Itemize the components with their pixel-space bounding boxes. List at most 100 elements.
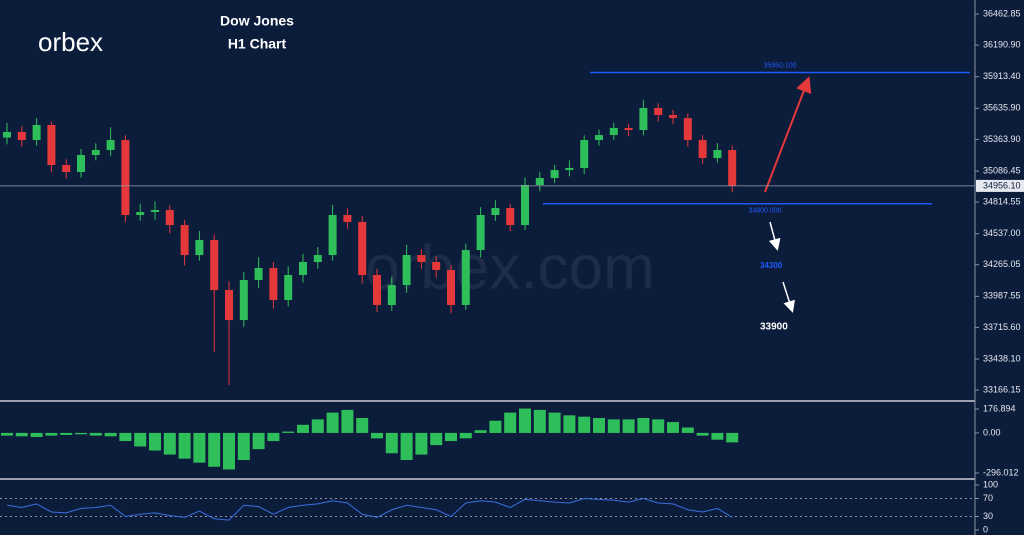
rsi-line xyxy=(6,497,733,521)
candle-body xyxy=(313,255,322,262)
y-tick-label: 36190.90 xyxy=(983,39,1021,49)
histogram-bar xyxy=(326,412,339,433)
histogram-bar xyxy=(548,412,561,433)
histogram-bar xyxy=(223,432,235,470)
histogram-bar xyxy=(15,432,28,437)
candle-body xyxy=(447,269,455,305)
y-tick-label: 35363.90 xyxy=(983,134,1021,144)
candle-body xyxy=(17,131,26,141)
candle-body xyxy=(580,140,589,169)
candle-body xyxy=(461,250,470,305)
histogram-bar xyxy=(637,418,650,433)
candle-body xyxy=(624,127,633,131)
candle-body xyxy=(328,214,337,256)
histogram-bar xyxy=(400,432,413,460)
candle-body xyxy=(387,285,396,305)
last-price-box xyxy=(976,179,1024,192)
histogram-bar xyxy=(104,432,117,437)
histogram-bar xyxy=(711,432,724,440)
y-tick-label: 35086.45 xyxy=(983,165,1021,175)
candle-body xyxy=(713,149,722,158)
y-tick-label: 34814.55 xyxy=(983,196,1021,206)
candle-body xyxy=(506,208,515,226)
candle-body xyxy=(3,131,11,138)
histogram-bar xyxy=(119,432,132,442)
chart-subtitle: H1 Chart xyxy=(228,36,287,52)
candle-body xyxy=(151,209,159,213)
y-tick-label: 33166.15 xyxy=(983,384,1021,394)
histogram-bar xyxy=(163,432,176,455)
candle-body xyxy=(654,108,663,115)
y-tick-label: 0 xyxy=(983,524,988,534)
candle-body xyxy=(476,214,485,251)
histogram-bar xyxy=(696,432,709,436)
histogram-bar xyxy=(415,432,428,455)
histogram-bar xyxy=(385,432,398,454)
candle-body xyxy=(91,149,100,156)
histogram-bar xyxy=(578,416,591,433)
histogram-bar xyxy=(356,418,369,433)
candle-body xyxy=(595,135,603,141)
candle-body xyxy=(417,255,426,262)
histogram-bar xyxy=(282,431,295,433)
y-tick-label: 36462.85 xyxy=(983,8,1021,18)
histogram-bar xyxy=(519,408,531,433)
candle-body xyxy=(195,239,204,256)
candle-body xyxy=(358,221,367,275)
y-tick-label: 33715.60 xyxy=(983,322,1021,332)
level-label: 34800.000 xyxy=(748,208,781,215)
candle-body xyxy=(284,274,293,300)
histogram-bar xyxy=(30,432,43,437)
candle-body xyxy=(299,261,307,275)
histogram-bar xyxy=(607,419,620,433)
histogram-bar xyxy=(45,432,58,436)
histogram-bar xyxy=(430,432,443,446)
candle-body xyxy=(180,225,189,256)
histogram-bar xyxy=(681,427,694,433)
histogram-bar xyxy=(267,432,280,442)
histogram-bar xyxy=(533,409,546,433)
y-tick-label: 33987.55 xyxy=(983,291,1021,301)
histogram-bar xyxy=(149,432,161,451)
arrow-down xyxy=(782,281,795,313)
candle-body xyxy=(77,155,85,172)
annotation: 34300 xyxy=(760,261,783,270)
candle-body xyxy=(269,268,278,300)
histogram-bar xyxy=(667,422,679,433)
watermark: orbex.com xyxy=(365,233,654,302)
histogram-bar xyxy=(371,432,383,439)
y-tick-label: 33438.10 xyxy=(983,353,1021,363)
histogram-bar xyxy=(726,432,739,443)
candle-body xyxy=(521,185,529,226)
candle-body xyxy=(683,118,692,141)
histogram-bar xyxy=(134,432,147,447)
candle-body xyxy=(491,208,500,215)
histogram-bar xyxy=(445,432,457,442)
candle-body xyxy=(639,108,648,131)
histogram-bar xyxy=(60,432,73,435)
candle-body xyxy=(121,140,130,215)
candle-body xyxy=(669,114,677,119)
y-tick-label: 35913.40 xyxy=(983,71,1021,81)
histogram-bar xyxy=(75,432,87,435)
histogram-bar xyxy=(193,432,206,463)
histogram-bar xyxy=(297,424,309,433)
y-tick-label: 34265.05 xyxy=(983,259,1021,269)
arrow-down xyxy=(768,221,781,251)
histogram-bar xyxy=(341,409,354,433)
histogram-bar xyxy=(252,432,265,450)
histogram-bar xyxy=(89,432,102,436)
y-tick-label: 70 xyxy=(983,493,993,503)
candle-body xyxy=(609,127,618,136)
candle-body xyxy=(565,168,574,171)
candle-body xyxy=(210,239,219,291)
chart-title: Dow Jones xyxy=(220,13,294,29)
histogram-bar xyxy=(237,432,250,460)
candle-body xyxy=(535,178,544,186)
histogram-bar xyxy=(593,418,605,433)
y-tick-label: 35635.90 xyxy=(983,103,1021,113)
histogram-bar xyxy=(563,415,576,433)
logo: orbex xyxy=(38,27,103,57)
